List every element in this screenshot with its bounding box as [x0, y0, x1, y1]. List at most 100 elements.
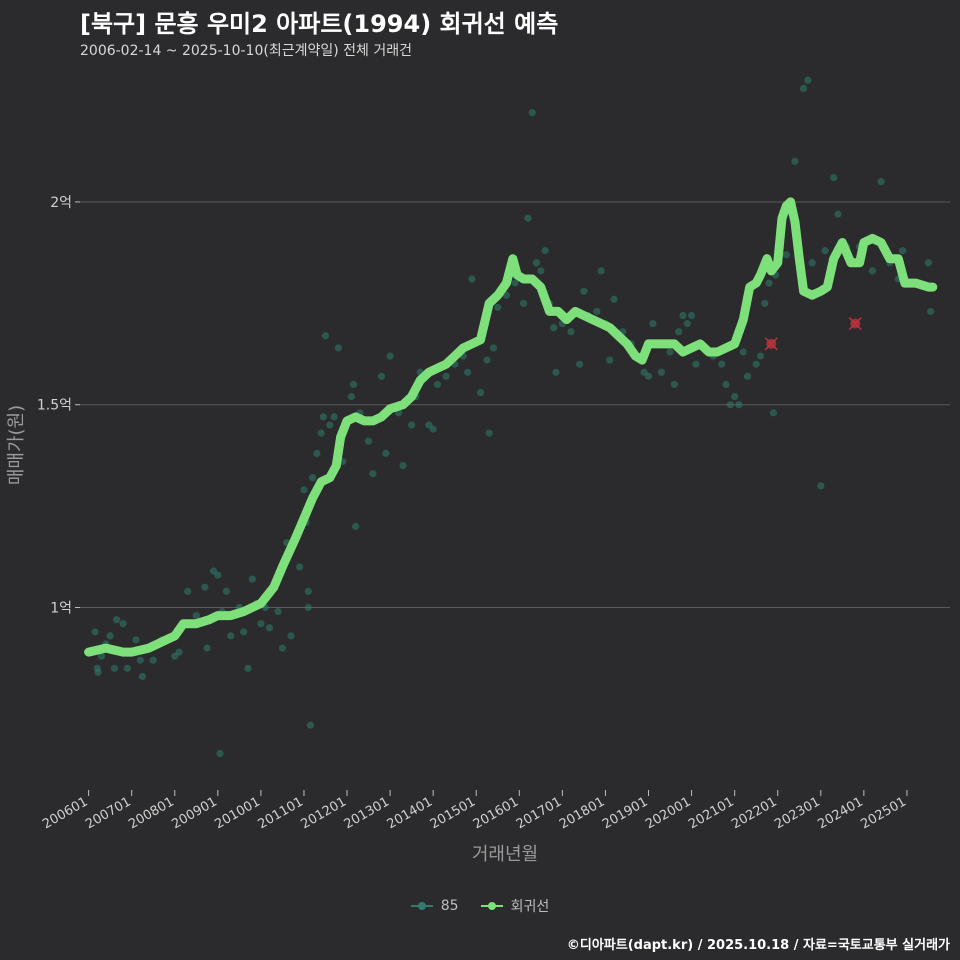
footer-credit: ©디아파트(dapt.kr) / 2025.10.18 / 자료=국토교통부 실… — [566, 938, 950, 953]
scatter-point — [386, 352, 394, 360]
scatter-point — [679, 311, 687, 320]
scatter-point — [567, 328, 575, 336]
scatter-point — [274, 607, 282, 616]
scatter-point — [216, 749, 224, 758]
scatter-point — [349, 380, 358, 389]
scatter-point — [429, 425, 437, 433]
scatter-point — [511, 279, 519, 287]
x-tick-label: 201501 — [428, 794, 478, 832]
scatter-point — [670, 380, 678, 389]
y-tick-label: 1.5억 — [37, 398, 72, 414]
scatter-point — [657, 368, 666, 376]
scatter-point — [91, 628, 99, 636]
scatter-point — [468, 275, 476, 283]
scatter-point — [868, 267, 877, 275]
scatter-point — [877, 178, 885, 186]
outlier-cross — [764, 337, 778, 351]
legend: 85 회귀선 — [0, 896, 960, 916]
scatter-point — [222, 587, 231, 595]
y-tick-label: 1억 — [50, 601, 72, 617]
scatter-point — [550, 324, 558, 332]
x-tick-label: 201201 — [299, 794, 349, 832]
scatter-point — [769, 409, 778, 417]
scatter-point — [483, 356, 491, 364]
scatter-point — [817, 482, 825, 490]
scatter-point — [765, 279, 773, 287]
x-tick-label: 201001 — [212, 794, 262, 832]
scatter-point — [718, 360, 726, 368]
scatter-point — [442, 372, 450, 380]
x-tick-label: 200701 — [83, 794, 133, 832]
scatter-point — [489, 344, 498, 352]
scatter-point — [214, 571, 222, 579]
chart-title: [북구] 문흥 우미2 아파트(1994) 회귀선 예측 — [80, 10, 559, 38]
x-tick-label: 202201 — [729, 794, 779, 832]
scatter-point — [580, 287, 588, 295]
scatter-point — [808, 259, 816, 267]
scatter-point — [364, 437, 373, 445]
y-tick-label: 2억 — [50, 195, 72, 211]
regression-line — [84, 197, 938, 657]
x-tick-label: 201301 — [342, 794, 392, 832]
scatter-point — [227, 632, 235, 640]
scatter-point — [752, 360, 760, 368]
scatter-point — [304, 603, 312, 612]
scatter-point — [136, 656, 144, 664]
scatter-point — [433, 380, 442, 389]
scatter-point — [175, 648, 183, 656]
scatter-point — [192, 612, 200, 620]
scatter-point — [296, 563, 304, 571]
legend-scatter-key — [410, 900, 433, 912]
scatter-point — [821, 247, 829, 255]
x-tick-label: 202001 — [643, 794, 693, 832]
scatter-point — [257, 620, 265, 628]
scatter-point — [304, 587, 312, 595]
scatter-point — [132, 636, 140, 644]
scatter-point — [666, 348, 674, 356]
scatter-point — [692, 360, 700, 368]
scatter-point — [369, 470, 377, 478]
x-tick-label: 201401 — [385, 794, 435, 832]
scatter-point — [494, 303, 502, 311]
legend-line-key — [480, 900, 503, 912]
legend-label-regression: 회귀선 — [510, 899, 550, 915]
scatter-point — [804, 76, 812, 84]
scatter-point — [306, 721, 315, 729]
scatter-point — [485, 429, 493, 437]
scatter-point — [94, 668, 102, 676]
scatter-point — [502, 291, 510, 299]
x-axis-title: 거래년월 — [472, 844, 538, 865]
x-tick-label: 202401 — [815, 794, 865, 832]
x-tick-label: 200901 — [169, 794, 219, 832]
scatter-point — [576, 360, 584, 368]
x-tick-label: 202301 — [772, 794, 822, 832]
scatter-point — [321, 332, 330, 340]
scatter-point — [248, 575, 256, 583]
scatter-point — [138, 672, 147, 681]
scatter-point — [313, 449, 321, 457]
scatter-point — [722, 380, 730, 389]
scatter-point — [113, 616, 121, 624]
scatter-point — [791, 157, 799, 165]
legend-item-regression: 회귀선 — [480, 896, 550, 916]
scatter-point — [610, 295, 618, 303]
scatter-point — [201, 583, 209, 591]
scatter-point — [726, 401, 734, 409]
scatter-point — [106, 632, 114, 640]
scatter-point — [830, 174, 838, 182]
scatter-point — [644, 372, 653, 380]
scatter-point — [330, 413, 338, 421]
scatter-point — [683, 320, 691, 328]
scatter-point — [520, 299, 528, 307]
scatter-point — [593, 307, 601, 316]
scatter-point — [537, 267, 545, 275]
x-tick-label: 202501 — [858, 794, 908, 832]
scatter-point — [244, 664, 252, 672]
scatter-point — [119, 620, 127, 628]
scatter-point — [334, 344, 343, 352]
scatter-point — [123, 664, 131, 672]
x-tick-label: 201701 — [514, 794, 564, 832]
scatter-point — [97, 652, 106, 660]
scatter-point — [110, 664, 119, 672]
scatter-point — [300, 486, 308, 494]
